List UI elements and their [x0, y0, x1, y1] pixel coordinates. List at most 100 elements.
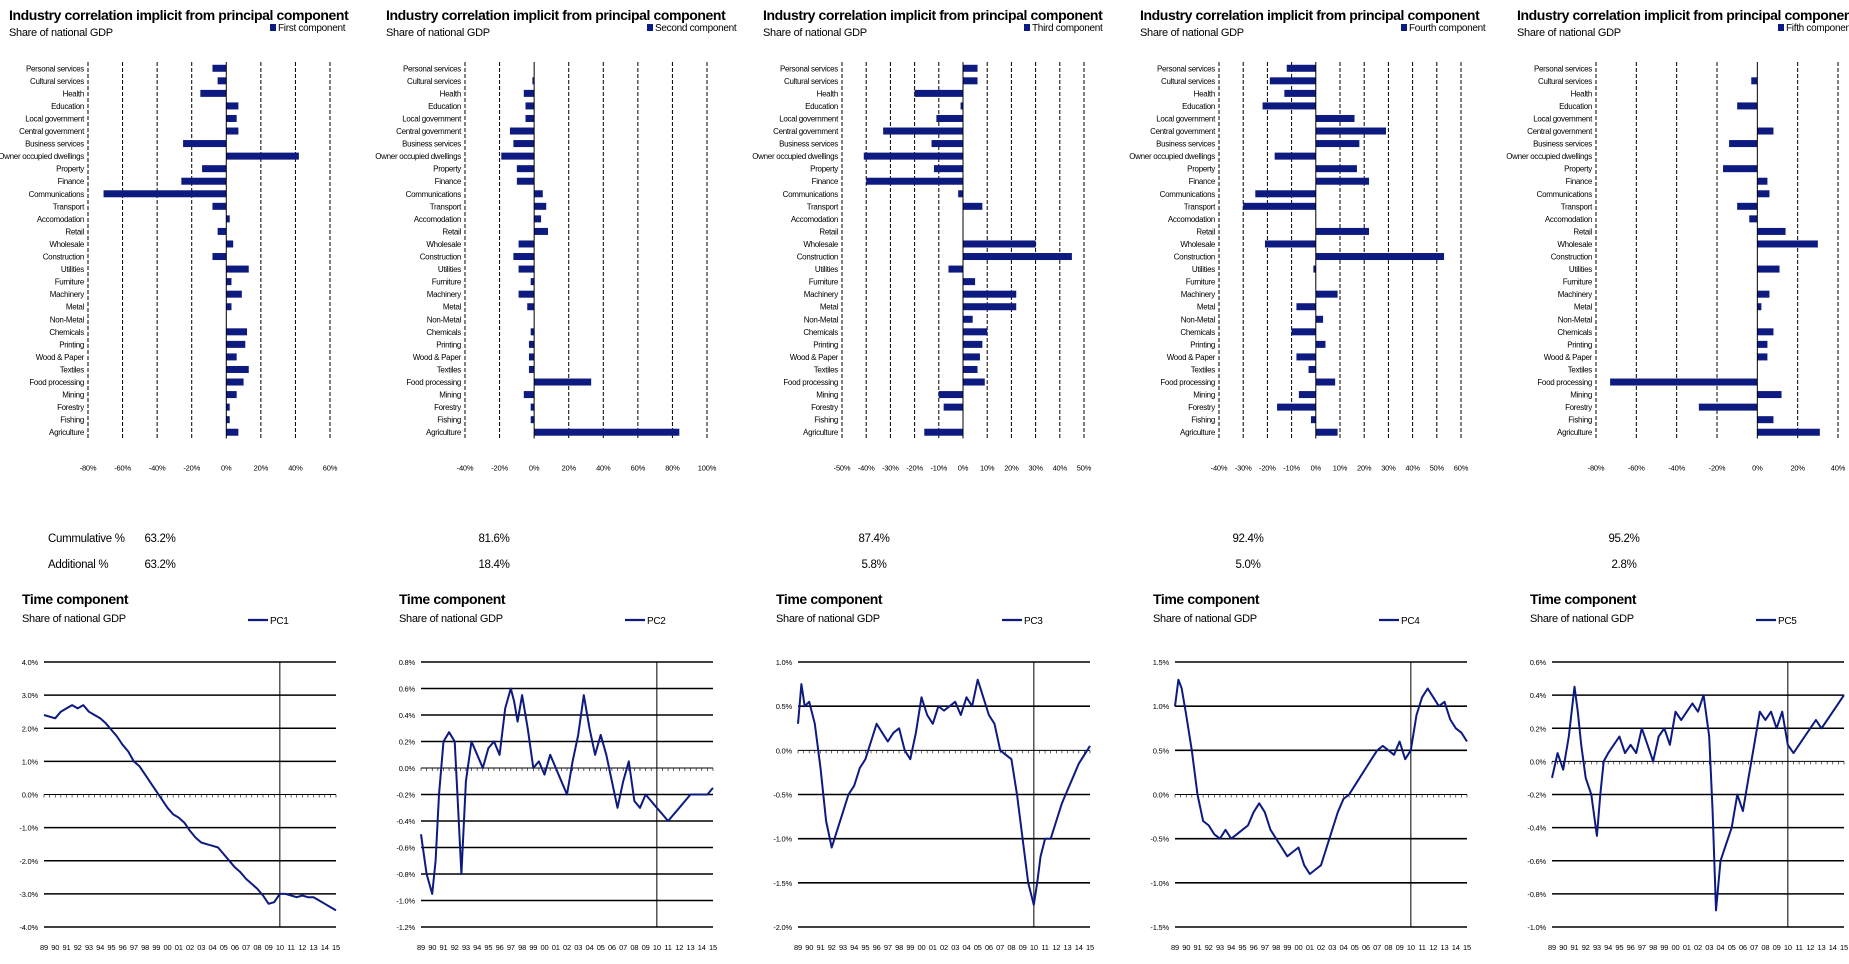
y-tick-label: 0.2%: [399, 738, 416, 747]
bar: [1757, 227, 1786, 235]
x-tick-label: 97: [507, 943, 515, 952]
legend-swatch: [647, 24, 653, 31]
x-tick-label: -10%: [1283, 464, 1300, 473]
time-chart-subtitle: Share of national GDP: [1530, 613, 1634, 625]
x-tick-label: 20%: [1357, 464, 1372, 473]
bar: [1315, 290, 1338, 298]
bar: [1757, 240, 1818, 248]
x-tick-label: 11: [287, 943, 294, 952]
category-label: Local government: [779, 114, 839, 123]
x-tick-label: -20%: [183, 464, 200, 473]
x-tick-label: 93: [1216, 943, 1224, 952]
category-label: Retail: [65, 227, 84, 236]
bar: [1264, 240, 1316, 248]
category-label: Transport: [807, 202, 839, 211]
bar: [963, 340, 983, 348]
bar: [516, 165, 535, 173]
category-label: Chemicals: [1557, 328, 1592, 337]
chart-subtitle: Share of national GDP: [386, 27, 490, 39]
category-label: Construction: [1551, 253, 1592, 262]
bar: [914, 89, 963, 97]
category-label: Transport: [430, 202, 462, 211]
bar: [1749, 215, 1758, 223]
category-label: Textiles: [437, 365, 462, 374]
bar: [530, 416, 535, 424]
additional-value: 18.4%: [478, 559, 509, 571]
x-tick-label: 98: [895, 943, 903, 952]
x-tick-label: 90: [51, 943, 59, 952]
x-tick-label: 06: [1362, 943, 1370, 952]
y-tick-label: -1.0%: [19, 824, 38, 833]
x-tick-label: 01: [1683, 943, 1691, 952]
x-tick-label: 50%: [1077, 464, 1092, 473]
bar: [1315, 253, 1445, 261]
bar: [963, 315, 973, 323]
x-tick-label: 04: [962, 943, 970, 952]
x-tick-label: 09: [265, 943, 273, 952]
bar: [936, 114, 963, 122]
category-label: Central government: [19, 127, 85, 136]
x-tick-label: 15: [1840, 943, 1848, 952]
category-label: Retail: [442, 227, 461, 236]
category-label: Printing: [1190, 340, 1215, 349]
x-tick-label: 02: [186, 943, 194, 952]
bar: [532, 77, 535, 85]
bar: [226, 403, 230, 411]
category-label: Metal: [66, 303, 85, 312]
x-tick-label: 13: [1818, 943, 1826, 952]
x-tick-label: 02: [1694, 943, 1702, 952]
bar: [963, 290, 1017, 298]
category-label: Transport: [1561, 202, 1593, 211]
category-label: Metal: [443, 303, 462, 312]
bar: [226, 240, 234, 248]
legend-label: PC3: [1024, 616, 1043, 627]
bar: [226, 391, 237, 399]
x-tick-label: 10%: [980, 464, 995, 473]
category-label: Utilities: [438, 265, 461, 274]
x-tick-label: 13: [687, 943, 695, 952]
category-label: Mining: [816, 391, 838, 400]
category-label: Cultural services: [407, 77, 461, 86]
y-tick-label: 0.6%: [399, 685, 416, 694]
category-label: Health: [1194, 89, 1215, 98]
time-chart-3: Time component Share of national GDP PC3 -2…: [773, 591, 1094, 952]
x-tick-label: -60%: [114, 464, 131, 473]
bar: [1757, 177, 1768, 185]
x-tick-label: 40%: [288, 464, 303, 473]
x-tick-label: 92: [1205, 943, 1213, 952]
x-tick-label: 09: [642, 943, 650, 952]
bar: [863, 152, 963, 160]
category-label: Local government: [1156, 114, 1216, 123]
bar: [534, 202, 547, 210]
bar: [1315, 177, 1370, 185]
category-label: Accomodation: [414, 215, 461, 224]
bar: [516, 177, 535, 185]
x-tick-label: 95: [861, 943, 869, 952]
category-label: Non-Metal: [1181, 315, 1216, 324]
bar: [1757, 303, 1762, 311]
x-tick-label: 89: [1171, 943, 1179, 952]
series-line: [420, 687, 714, 895]
cumulative-value: 95.2%: [1608, 533, 1639, 545]
bar: [534, 190, 543, 198]
x-tick-label: 92: [451, 943, 459, 952]
bar: [1737, 102, 1758, 110]
category-label: Metal: [1197, 303, 1216, 312]
category-label: Textiles: [60, 365, 85, 374]
bar: [226, 428, 239, 436]
x-tick-label: 10%: [1333, 464, 1348, 473]
x-tick-label: 0%: [529, 464, 540, 473]
category-label: Forestry: [57, 403, 84, 412]
y-tick-label: -0.8%: [1527, 890, 1546, 899]
bar: [963, 64, 978, 72]
legend-swatch: [1401, 24, 1407, 31]
category-label: Finance: [1566, 177, 1593, 186]
category-label: Furniture: [809, 278, 839, 287]
x-tick-label: 13: [1064, 943, 1072, 952]
category-label: Metal: [1574, 303, 1593, 312]
bar: [1255, 190, 1316, 198]
y-tick-label: 0.6%: [1530, 658, 1547, 667]
x-tick-label: -40%: [457, 464, 474, 473]
category-label: Transport: [1184, 202, 1216, 211]
bar: [202, 165, 227, 173]
